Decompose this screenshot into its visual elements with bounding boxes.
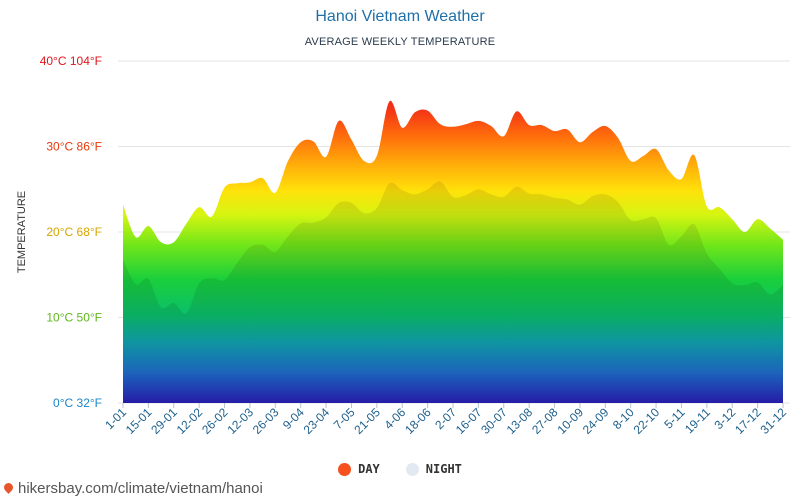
x-tick-label: 24-09: [580, 405, 612, 437]
x-tick-label: 23-04: [301, 405, 333, 437]
x-tick-label: 12-02: [174, 405, 206, 437]
x-tick-label: 27-08: [529, 405, 561, 437]
y-tick-label: 20°C 68°F: [46, 225, 102, 239]
chart-title: Hanoi Vietnam Weather: [315, 8, 485, 25]
x-tick-label: 17-12: [732, 405, 764, 437]
legend-swatch-day: [338, 462, 352, 476]
legend-label-night: NIGHT: [425, 462, 462, 476]
legend-label-day: DAY: [358, 462, 380, 476]
map-pin-icon: [2, 481, 15, 494]
x-tick-label: 16-07: [453, 405, 485, 437]
y-axis-label: TEMPERATURE: [16, 191, 28, 273]
x-tick-label: 26-03: [250, 405, 282, 437]
x-tick-label: 21-05: [351, 405, 383, 437]
x-axis-ticks: 1-0115-0129-0112-0226-0212-0326-039-0423…: [102, 403, 789, 437]
y-tick-label: 0°C 32°F: [53, 396, 102, 410]
y-tick-label: 30°C 86°F: [46, 140, 102, 154]
x-tick-label: 30-07: [478, 405, 510, 437]
y-tick-label: 10°C 50°F: [46, 311, 102, 325]
source-link[interactable]: hikersbay.com/climate/vietnam/hanoi: [2, 480, 263, 497]
x-tick-label: 12-03: [224, 405, 256, 437]
x-tick-label: 18-06: [402, 405, 434, 437]
x-tick-label: 13-08: [504, 405, 536, 437]
plot-area: [123, 100, 783, 403]
night-series-shade: [123, 181, 783, 403]
x-tick-label: 26-02: [199, 405, 231, 437]
x-tick-label: 31-12: [758, 405, 790, 437]
x-tick-label: 19-11: [682, 405, 713, 436]
night-series-area: [123, 181, 783, 403]
x-tick-label: 29-01: [148, 405, 180, 437]
x-tick-label: 10-09: [554, 405, 586, 437]
source-text: hikersbay.com/climate/vietnam/hanoi: [18, 480, 263, 497]
legend-swatch-night: [405, 462, 419, 476]
x-tick-label: 15-01: [123, 405, 155, 437]
chart-subtitle: AVERAGE WEEKLY TEMPERATURE: [304, 36, 496, 48]
legend-item-night[interactable]: NIGHT: [405, 462, 462, 476]
y-tick-label: 40°C 104°F: [40, 54, 102, 68]
y-axis-ticks: 0°C 32°F 10°C 50°F 20°C 68°F 30°C 86°F 40°C …: [40, 54, 102, 410]
temperature-chart: 0°C 32°F 10°C 50°F 20°C 68°F 30°C 86°F 40°C …: [16, 54, 790, 437]
x-tick-label: 22-10: [631, 405, 663, 437]
legend-item-day[interactable]: DAY: [338, 462, 380, 476]
chart-legend: DAY NIGHT: [0, 462, 800, 476]
